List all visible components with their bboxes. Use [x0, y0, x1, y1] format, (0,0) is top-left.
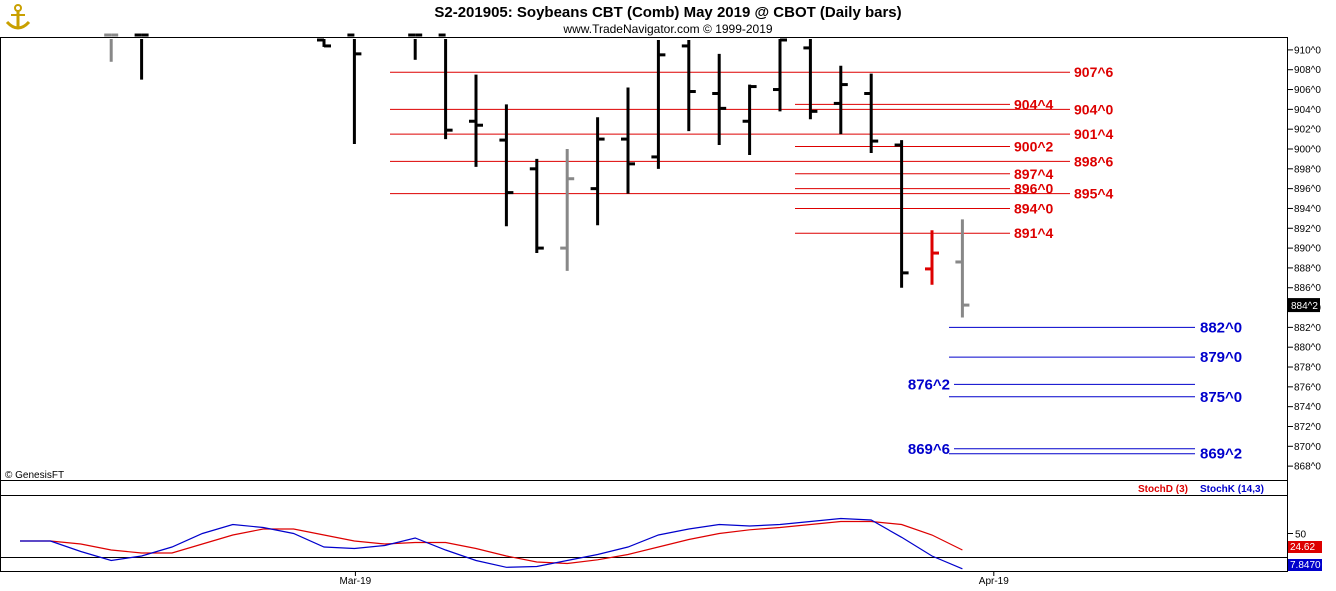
- support-label: 882^0: [1200, 319, 1242, 336]
- resistance-label: 900^2: [1014, 139, 1054, 155]
- resistance-label: 896^0: [1014, 181, 1054, 197]
- ohlc-bar: [803, 39, 818, 120]
- ohlc-bar: [347, 33, 362, 145]
- price-tick-label: 878^0: [1294, 363, 1321, 374]
- ohlc-bar: [681, 39, 696, 132]
- time-tick-label: Mar-19: [340, 576, 372, 587]
- price-tick-label: 872^0: [1294, 422, 1321, 433]
- price-tick-label: 900^0: [1294, 144, 1321, 155]
- stoch-value-badge: [1288, 541, 1322, 553]
- price-tick-label: 906^0: [1294, 85, 1321, 96]
- price-tick-label: 870^0: [1294, 442, 1321, 453]
- ohlc-bar: [712, 53, 727, 146]
- anchor-logo-icon: [3, 3, 33, 33]
- ohlc-bar: [560, 148, 575, 271]
- chart-title: S2-201905: Soybeans CBT (Comb) May 2019 …: [434, 4, 901, 21]
- ohlc-bar: [317, 38, 331, 48]
- stoch-d-legend: StochD (3): [1138, 484, 1188, 495]
- copyright-label: © GenesisFT: [5, 470, 64, 481]
- ohlc-bar: [529, 158, 544, 254]
- price-tick-label: 910^0: [1294, 45, 1321, 56]
- stoch-series-line: [20, 517, 963, 570]
- last-price-label: 884^2: [1291, 301, 1318, 312]
- resistance-label: 907^6: [1074, 64, 1114, 80]
- ohlc-bar: [104, 33, 119, 62]
- support-label: 876^2: [908, 376, 950, 393]
- ohlc-bar: [408, 33, 423, 60]
- price-tick-label: 890^0: [1294, 244, 1321, 255]
- ohlc-bar: [833, 65, 848, 135]
- ohlc-bar: [864, 73, 879, 153]
- price-tick-label: 896^0: [1294, 184, 1321, 195]
- logo: [3, 3, 33, 33]
- price-tick-label: 886^0: [1294, 283, 1321, 294]
- resistance-label: 894^0: [1014, 200, 1054, 216]
- ohlc-bar: [621, 87, 635, 194]
- stoch-value-label: 24.62: [1290, 542, 1315, 553]
- support-label: 869^2: [1200, 446, 1242, 463]
- resistance-label: 901^4: [1074, 126, 1114, 142]
- price-tick-label: 902^0: [1294, 125, 1321, 136]
- price-tick-label: 888^0: [1294, 263, 1321, 274]
- price-tick-label: 898^0: [1294, 164, 1321, 175]
- price-tick-label: 892^0: [1294, 224, 1321, 235]
- stoch-value-label: 7.8470: [1290, 560, 1321, 571]
- stoch-k-legend: StochK (14,3): [1200, 484, 1264, 495]
- ohlc-bar: [651, 39, 666, 169]
- price-tick-label: 874^0: [1294, 402, 1321, 413]
- ohlc-bar: [955, 219, 970, 318]
- price-axis: 868^0 870^0 872^0 874^0 876^0 878^0 880^0 882^0…: [1288, 45, 1321, 473]
- stoch-series-line: [20, 520, 963, 565]
- price-tick-label: 876^0: [1294, 382, 1321, 393]
- time-tick-label: Apr-19: [979, 576, 1009, 587]
- chart-subtitle: www.TradeNavigator.com © 1999-2019: [562, 22, 772, 36]
- ohlc-bar: [438, 33, 453, 140]
- ohlc-bar: [742, 84, 757, 155]
- price-levels: 907^6 904^4 904^0 901^4 900^2 898^6 897^4896^0…: [390, 64, 1242, 463]
- price-tick-label: 894^0: [1294, 204, 1321, 215]
- support-label: 879^0: [1200, 349, 1242, 366]
- resistance-label: 895^4: [1074, 186, 1114, 202]
- price-tick-label: 908^0: [1294, 65, 1321, 76]
- ohlc-bar: [469, 74, 483, 167]
- ohlc-bar: [590, 117, 605, 226]
- ohlc-bar: [773, 38, 787, 112]
- resistance-label: 898^6: [1074, 153, 1114, 169]
- support-label: 869^6: [908, 441, 950, 458]
- price-tick-label: 868^0: [1294, 462, 1321, 473]
- last-price-badge: 884^2: [1288, 298, 1320, 313]
- stoch-tick-label: 50: [1295, 530, 1307, 541]
- price-tick-label: 880^0: [1294, 343, 1321, 354]
- ohlc-bar: [894, 140, 909, 288]
- stochastic-panel: 50 StochD (3) StochK (14,3) 24.62 7.8470: [20, 484, 1322, 571]
- ohlc-bar: [134, 33, 149, 80]
- ohlc-bar: [925, 230, 939, 285]
- resistance-label: 897^4: [1014, 166, 1054, 182]
- support-label: 875^0: [1200, 389, 1242, 406]
- resistance-label: 904^4: [1014, 96, 1054, 112]
- price-tick-label: 882^0: [1294, 323, 1321, 334]
- price-bars: [104, 33, 970, 318]
- ohlc-bar: [499, 104, 514, 227]
- price-tick-label: 904^0: [1294, 105, 1321, 116]
- resistance-label: 904^0: [1074, 101, 1114, 117]
- stoch-value-badge: [1288, 559, 1322, 571]
- time-axis: Mar-19 Apr-19: [340, 571, 1009, 587]
- resistance-label: 891^4: [1014, 225, 1054, 241]
